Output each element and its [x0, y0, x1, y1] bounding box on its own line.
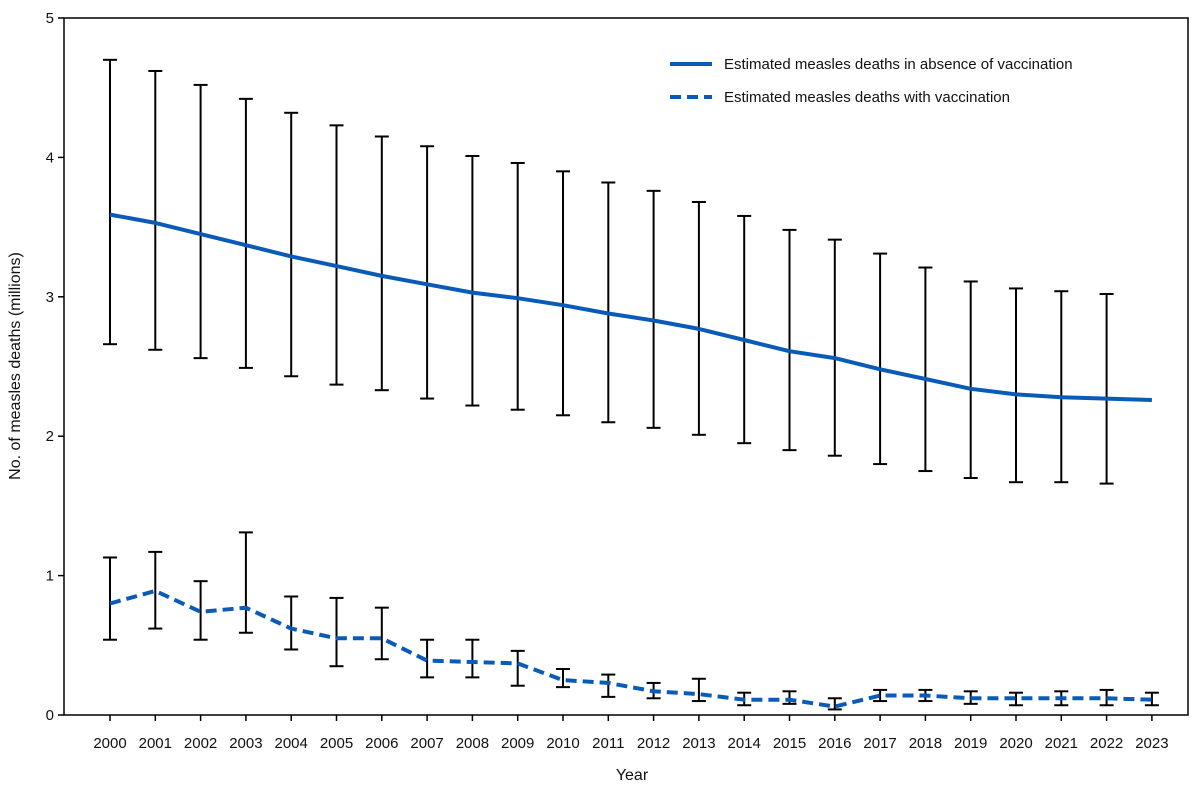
error-bar: [737, 214, 752, 445]
error-bar: [646, 189, 661, 429]
x-tick-label: 2021: [1045, 735, 1078, 752]
x-tick-label: 2004: [275, 735, 308, 752]
y-axis: 0 1 2 3 4 5: [46, 10, 64, 724]
x-tick-label: 2014: [728, 735, 761, 752]
error-bar: [148, 69, 163, 351]
error-bar: [329, 124, 344, 386]
x-tick-label: 2009: [501, 735, 534, 752]
error-bar: [556, 667, 570, 689]
x-tick-label: 2001: [139, 735, 172, 752]
error-bar: [510, 161, 525, 411]
error-bar: [148, 550, 163, 630]
x-axis-title: Year: [616, 767, 649, 784]
x-tick-label: 2006: [365, 735, 398, 752]
x-tick-label: 2011: [592, 735, 624, 752]
x-tick-label: 2008: [456, 735, 489, 752]
x-tick-label: 2017: [863, 735, 896, 752]
x-tick-label: 2020: [999, 735, 1032, 752]
error-bar: [691, 677, 706, 703]
y-axis-title: No. of measles deaths (millions): [7, 252, 24, 480]
error-bar: [1144, 691, 1159, 707]
legend: Estimated measles deaths in absence of v…: [670, 56, 1073, 106]
error-bar: [238, 97, 253, 369]
error-bar: [374, 606, 389, 661]
plot-frame: [63, 17, 1189, 716]
x-tick-label: 2023: [1135, 735, 1168, 752]
error-bar: [329, 596, 344, 668]
error-bar: [1009, 287, 1023, 484]
x-tick-label: 2003: [229, 735, 262, 752]
x-tick-label: 2013: [682, 735, 715, 752]
series-line-absence-of-vaccination: [109, 212, 1152, 402]
error-bar: [782, 690, 797, 705]
error-bar: [103, 58, 117, 346]
y-tick-label: 5: [46, 10, 54, 27]
series-lines: [109, 212, 1152, 709]
y-tick-label: 4: [46, 149, 54, 166]
error-bar: [873, 688, 888, 703]
y-tick-label: 1: [46, 568, 54, 585]
x-tick-label: 2007: [410, 735, 443, 752]
error-bar: [238, 531, 253, 634]
error-bar: [420, 145, 435, 400]
error-bar: [1054, 290, 1069, 484]
x-axis: 2000 2001 2002 2003 2004 2005 2006 2007 2008 2009…: [93, 715, 1169, 752]
x-tick-label: 2005: [320, 735, 353, 752]
error-bar: [193, 580, 208, 641]
error-bars: [103, 58, 1159, 711]
x-tick-label: 2018: [909, 735, 942, 752]
x-tick-label: 2002: [184, 735, 217, 752]
x-tick-label: 2016: [818, 735, 851, 752]
error-bar: [601, 673, 616, 698]
legend-label-with-vaccination: Estimated measles deaths with vaccinatio…: [724, 89, 1010, 106]
error-bar: [963, 280, 978, 480]
series-line-with-vaccination: [109, 588, 1152, 709]
error-bar: [284, 111, 299, 378]
x-tick-label: 2012: [637, 735, 670, 752]
x-tick-label: 2010: [546, 735, 579, 752]
error-bar: [374, 135, 389, 392]
x-tick-label: 2019: [954, 735, 987, 752]
y-tick-label: 3: [46, 289, 54, 306]
error-bar: [465, 638, 480, 679]
error-bar: [918, 266, 933, 473]
error-bar: [601, 181, 616, 424]
legend-label-absence: Estimated measles deaths in absence of v…: [724, 56, 1073, 73]
error-bar: [556, 170, 570, 417]
error-bar: [782, 228, 797, 452]
x-tick-label: 2015: [773, 735, 806, 752]
y-tick-label: 2: [46, 428, 54, 445]
error-bar: [1099, 293, 1114, 485]
error-bar: [193, 83, 208, 360]
error-bar: [103, 556, 117, 641]
error-bar: [510, 649, 525, 687]
x-tick-label: 2000: [93, 735, 126, 752]
error-bar: [873, 252, 888, 466]
error-bar: [284, 595, 299, 651]
error-bar: [827, 238, 842, 457]
x-tick-label: 2022: [1090, 735, 1123, 752]
error-bar: [691, 201, 706, 436]
error-bar: [827, 697, 842, 711]
error-bar: [1009, 691, 1023, 707]
y-tick-label: 0: [46, 707, 54, 724]
error-bar: [465, 155, 480, 407]
